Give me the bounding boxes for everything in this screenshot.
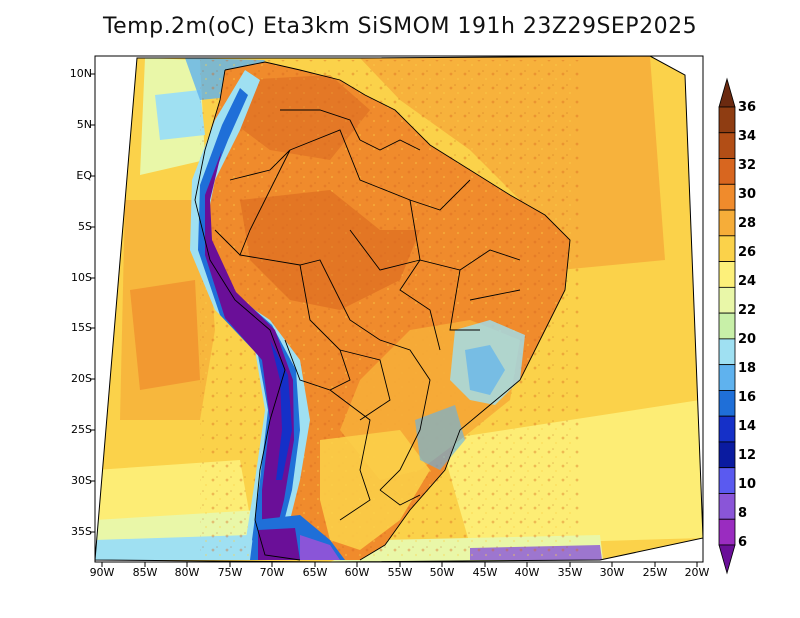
- colorbar-label-36: 36: [738, 100, 757, 115]
- lat-ticks: [90, 73, 95, 533]
- lon-ticks: [101, 562, 698, 567]
- colorbar-bottom-arrow: [718, 544, 736, 575]
- nw-pacific-blue: [155, 90, 205, 140]
- colorbar-swatch: [718, 338, 736, 366]
- lat-label-5n: 5N: [76, 118, 92, 131]
- lon-label-50w: 50W: [429, 566, 455, 579]
- colorbar-swatch: [718, 183, 736, 211]
- south-pale-land: [320, 430, 430, 550]
- north-hot-zone: [230, 75, 370, 160]
- colorbar-label-14: 14: [738, 419, 757, 434]
- lat-label-15s: 15S: [71, 321, 92, 334]
- colorbar-swatch: [718, 364, 736, 391]
- country-borders: [194, 61, 571, 561]
- lon-label-30w: 30W: [599, 566, 625, 579]
- lat-label-35s: 35S: [71, 525, 92, 538]
- colorbar-label-34: 34: [738, 129, 757, 144]
- plot-border: [94, 55, 704, 563]
- colorbar-swatch: [718, 286, 736, 314]
- colorbar-swatch: [718, 158, 736, 185]
- brazil-border: [239, 129, 471, 491]
- patagonia-purple: [258, 528, 300, 560]
- lon-label-40w: 40W: [514, 566, 540, 579]
- colorbar-swatch: [718, 493, 736, 520]
- lat-label-eq: EQ: [76, 169, 92, 182]
- colorbar-label-12: 12: [738, 448, 757, 463]
- lon-label-55w: 55W: [387, 566, 413, 579]
- colorbar-top-arrow: [718, 77, 736, 108]
- colorbar-label-16: 16: [738, 390, 757, 405]
- colorbar-swatch: [718, 106, 736, 134]
- colorbar: [718, 77, 736, 575]
- colorbar-label-18: 18: [738, 361, 757, 376]
- colorbar-label-22: 22: [738, 303, 757, 318]
- southeast-highlands-blue: [465, 345, 505, 395]
- colorbar-swatch: [718, 467, 736, 494]
- colorbar-label-26: 26: [738, 245, 757, 260]
- temperature-field: [95, 56, 703, 562]
- paraguay-border: [339, 349, 391, 421]
- andes-deep-blue: [270, 340, 292, 480]
- colorbar-swatch: [718, 132, 736, 159]
- patagonia-violet: [300, 535, 340, 560]
- peru-colombia-border: [214, 149, 291, 256]
- coastline: [194, 61, 571, 561]
- colorbar-label-10: 10: [738, 477, 757, 492]
- colorbar-swatch: [718, 209, 736, 237]
- colorbar-swatch: [718, 312, 736, 340]
- lon-label-45w: 45W: [472, 566, 498, 579]
- andes-cold-core: [205, 150, 294, 552]
- map-title: Temp.2m(oC) Eta3km SiSMOM 191h 23Z29SEP2…: [102, 14, 698, 39]
- lat-label-30s: 30S: [71, 474, 92, 487]
- lat-label-5s: 5S: [78, 220, 92, 233]
- lon-label-35w: 35W: [557, 566, 583, 579]
- colorbar-label-30: 30: [738, 187, 757, 202]
- uruguay-border: [379, 489, 421, 506]
- lon-label-25w: 25W: [642, 566, 668, 579]
- amazon-hot-zone: [240, 190, 420, 310]
- brazil-states: [349, 199, 521, 351]
- colorbar-swatch: [718, 261, 736, 288]
- colorbar-swatch: [718, 415, 736, 443]
- venezuela-border: [280, 109, 361, 141]
- colorbar-swatch: [718, 518, 736, 546]
- lat-label-10s: 10S: [71, 271, 92, 284]
- colorbar-label-8: 8: [738, 506, 748, 521]
- lon-label-65w: 65W: [302, 566, 328, 579]
- lon-label-85w: 85W: [132, 566, 158, 579]
- bolivia-border: [284, 264, 351, 391]
- pacific-hot-core: [130, 280, 200, 390]
- colorbar-label-6: 6: [738, 535, 748, 550]
- lat-label-10n: 10N: [69, 67, 92, 80]
- lon-label-60w: 60W: [344, 566, 370, 579]
- lat-label-20s: 20S: [71, 372, 92, 385]
- colorbar-label-32: 32: [738, 158, 757, 173]
- lat-label-25s: 25S: [71, 423, 92, 436]
- guianas-border: [359, 139, 421, 151]
- colorbar-label-28: 28: [738, 216, 757, 231]
- lon-label-20w: 20W: [684, 566, 710, 579]
- colorbar-swatch: [718, 390, 736, 417]
- colorbar-swatch: [718, 235, 736, 262]
- lon-label-75w: 75W: [217, 566, 243, 579]
- colorbar-swatch: [718, 441, 736, 469]
- colorbar-label-24: 24: [738, 274, 757, 289]
- colorbar-label-20: 20: [738, 332, 757, 347]
- lon-label-90w: 90W: [89, 566, 115, 579]
- lon-label-80w: 80W: [174, 566, 200, 579]
- south-highlands-blue: [415, 405, 465, 470]
- argentina-border: [329, 389, 371, 521]
- lon-label-70w: 70W: [259, 566, 285, 579]
